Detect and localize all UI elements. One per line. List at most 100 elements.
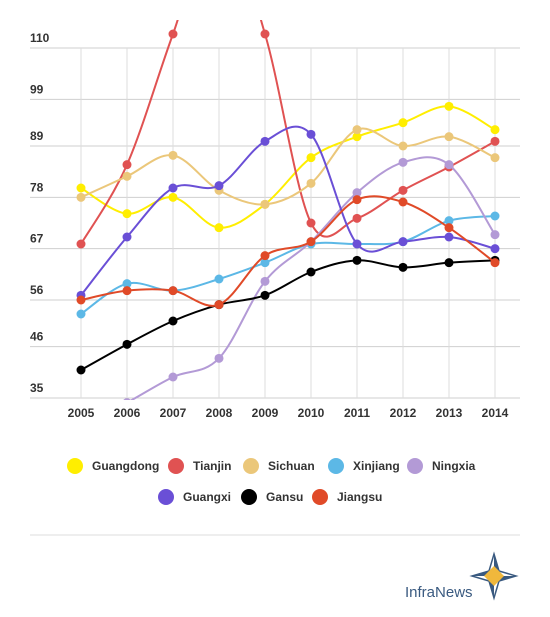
- data-point-sichuan: [352, 125, 362, 135]
- series-guangxi: [76, 125, 500, 300]
- data-point-guangxi: [444, 232, 454, 242]
- data-point-guangdong: [444, 101, 454, 111]
- data-point-guangdong: [76, 183, 86, 193]
- compass-star-icon: [469, 551, 519, 601]
- legend-swatch: [407, 458, 423, 474]
- legend-swatch: [67, 458, 83, 474]
- data-point-tianjin: [398, 185, 408, 195]
- data-point-jiangsu: [122, 286, 132, 296]
- legend-label: Ningxia: [432, 459, 476, 473]
- data-point-ningxia: [123, 398, 131, 400]
- y-tick-label: 56: [30, 283, 44, 297]
- data-point-jiangsu: [306, 237, 316, 247]
- series-line-xinjiang: [80, 215, 496, 315]
- x-tick-label: 2012: [390, 406, 417, 420]
- data-point-guangdong: [398, 118, 408, 128]
- series-line-guangdong: [80, 105, 496, 229]
- data-point-gansu: [168, 316, 178, 326]
- data-point-guangdong: [168, 192, 178, 202]
- data-point-jiangsu: [398, 197, 408, 207]
- data-point-tianjin: [122, 160, 132, 170]
- legend-label: Xinjiang: [353, 459, 400, 473]
- data-point-guangxi: [398, 237, 408, 247]
- data-point-guangxi: [214, 181, 224, 191]
- data-point-guangxi: [352, 239, 362, 249]
- data-point-guangdong: [352, 132, 362, 142]
- y-tick-label: 67: [30, 232, 44, 246]
- x-tick-label: 2006: [114, 406, 141, 420]
- data-point-jiangsu: [214, 300, 224, 310]
- data-point-guangxi: [122, 232, 132, 242]
- data-point-gansu: [122, 339, 132, 349]
- data-point-guangdong: [306, 153, 316, 163]
- series-gansu: [76, 255, 500, 375]
- data-point-sichuan: [122, 171, 132, 181]
- series-tianjin: [76, 20, 500, 249]
- legend-swatch: [241, 489, 257, 505]
- data-point-gansu: [352, 255, 362, 265]
- series-line-sichuan: [80, 127, 496, 206]
- y-tick-label: 78: [30, 180, 44, 194]
- legend-label: Jiangsu: [337, 490, 382, 504]
- series-line-guangxi: [80, 125, 496, 296]
- data-point-sichuan: [168, 150, 178, 160]
- infranews-logo: InfraNews: [405, 551, 519, 601]
- legend-item-jiangsu: Jiangsu: [312, 489, 382, 505]
- series-line-jiangsu: [80, 195, 496, 307]
- data-point-sichuan: [76, 192, 86, 202]
- data-point-guangxi: [490, 244, 500, 254]
- series-line-ningxia: [129, 156, 496, 400]
- data-point-sichuan: [444, 132, 454, 142]
- data-point-jiangsu: [352, 195, 362, 205]
- series-jiangsu: [76, 195, 500, 310]
- data-point-gansu: [398, 262, 408, 272]
- legend-swatch: [158, 489, 174, 505]
- y-tick-label: 46: [30, 330, 44, 344]
- legend-item-guangxi: Guangxi: [158, 489, 231, 505]
- series-lines: [76, 20, 500, 431]
- data-point-ningxia: [260, 276, 270, 286]
- legend: Guangdong Tianjin Sichuan Xinjiang Ningxia Gu…: [67, 458, 476, 505]
- data-point-gansu: [444, 258, 454, 268]
- legend-swatch: [328, 458, 344, 474]
- legend-label: Gansu: [266, 490, 303, 504]
- x-tick-label: 2008: [206, 406, 233, 420]
- data-point-guangxi: [168, 183, 178, 193]
- x-tick-label: 2011: [344, 406, 370, 420]
- data-point-jiangsu: [490, 258, 500, 268]
- data-point-ningxia: [214, 353, 224, 363]
- data-point-gansu: [260, 290, 270, 300]
- x-tick-label: 2010: [298, 406, 325, 420]
- data-point-xinjiang: [490, 211, 500, 221]
- data-point-jiangsu: [76, 295, 86, 305]
- data-point-sichuan: [490, 153, 500, 163]
- data-point-sichuan: [260, 199, 270, 209]
- legend-item-xinjiang: Xinjiang: [328, 458, 400, 474]
- legend-label: Guangdong: [92, 459, 159, 473]
- legend-swatch: [168, 458, 184, 474]
- legend-label: Guangxi: [183, 490, 231, 504]
- legend-swatch: [243, 458, 259, 474]
- data-point-tianjin: [490, 136, 500, 146]
- logo-text: InfraNews: [405, 584, 473, 601]
- data-point-xinjiang: [444, 216, 454, 226]
- legend-item-sichuan: Sichuan: [243, 458, 315, 474]
- x-tick-label: 2007: [160, 406, 187, 420]
- data-point-guangdong: [214, 223, 224, 233]
- data-point-guangdong: [122, 209, 132, 219]
- data-point-jiangsu: [260, 251, 270, 261]
- data-point-guangxi: [260, 136, 270, 146]
- y-tick-label: 110: [30, 31, 50, 45]
- data-point-tianjin: [168, 29, 178, 39]
- data-point-ningxia: [77, 422, 86, 431]
- data-point-sichuan: [398, 141, 408, 151]
- data-point-ningxia: [352, 188, 362, 198]
- legend-item-guangdong: Guangdong: [67, 458, 159, 474]
- y-tick-label: 99: [30, 82, 44, 96]
- data-point-xinjiang: [260, 258, 270, 268]
- series-guangdong: [76, 101, 500, 233]
- series-ningxia: [77, 156, 500, 431]
- data-point-xinjiang: [122, 279, 132, 289]
- x-tick-label: 2013: [436, 406, 463, 420]
